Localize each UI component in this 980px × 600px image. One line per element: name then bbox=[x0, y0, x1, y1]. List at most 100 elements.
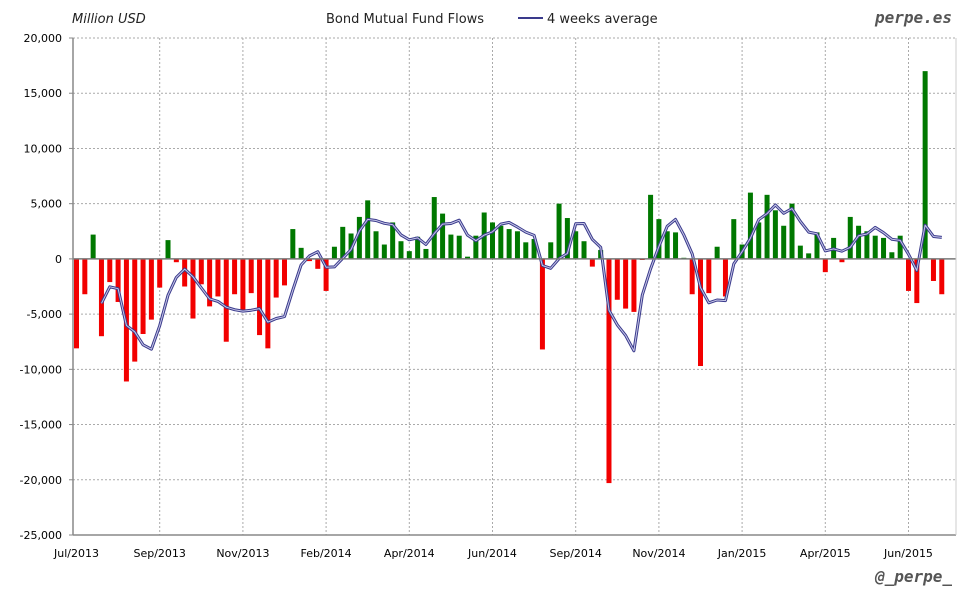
x-tick-label: Jul/2013 bbox=[53, 547, 99, 560]
inflow-bar bbox=[889, 252, 895, 259]
x-tick-label: Sep/2014 bbox=[549, 547, 601, 560]
inflow-bar bbox=[390, 222, 396, 259]
inflow-bar bbox=[673, 232, 679, 259]
inflow-bar bbox=[573, 231, 579, 259]
outflow-bar bbox=[82, 258, 88, 295]
y-tick-label: -5,000 bbox=[27, 308, 62, 321]
x-tick-label: Jun/2014 bbox=[467, 547, 517, 560]
inflow-bar bbox=[548, 242, 554, 259]
inflow-bar bbox=[165, 240, 171, 259]
legend-label: 4 weeks average bbox=[547, 12, 658, 27]
inflow-bar bbox=[381, 244, 387, 259]
handle-watermark: @_perpe_ bbox=[874, 567, 952, 586]
outflow-bar bbox=[706, 258, 712, 294]
outflow-bar bbox=[822, 258, 828, 273]
y-tick-label: -10,000 bbox=[20, 363, 62, 376]
outflow-bar bbox=[140, 258, 146, 334]
outflow-bar bbox=[98, 258, 104, 337]
outflow-bar bbox=[539, 258, 545, 350]
x-tick-label: Sep/2013 bbox=[133, 547, 185, 560]
inflow-bar bbox=[747, 192, 753, 259]
outflow-bar bbox=[273, 258, 279, 298]
outflow-bar bbox=[306, 258, 312, 262]
inflow-bar bbox=[781, 225, 787, 259]
outflow-bar bbox=[215, 258, 221, 297]
outflow-bar bbox=[232, 258, 238, 295]
outflow-bar bbox=[157, 258, 163, 288]
outflow-bar bbox=[265, 258, 271, 349]
y-tick-label: -15,000 bbox=[20, 419, 62, 432]
inflow-bar bbox=[415, 236, 421, 259]
outflow-bar bbox=[148, 258, 154, 320]
y-tick-label: -20,000 bbox=[20, 474, 62, 487]
outflow-bar bbox=[173, 258, 179, 263]
outflow-bar bbox=[698, 258, 703, 367]
site-watermark: perpe.es bbox=[874, 8, 952, 27]
x-tick-label: Apr/2015 bbox=[800, 547, 851, 560]
inflow-bar bbox=[789, 203, 795, 259]
inflow-bar bbox=[373, 231, 379, 259]
inflow-bar bbox=[431, 197, 437, 259]
outflow-bar bbox=[939, 258, 945, 295]
inflow-bar bbox=[514, 231, 520, 259]
inflow-bar bbox=[797, 245, 803, 259]
outflow-bar bbox=[257, 258, 263, 336]
x-tick-label: Nov/2013 bbox=[216, 547, 269, 560]
inflow-bar bbox=[456, 235, 462, 259]
outflow-bar bbox=[914, 258, 920, 304]
inflow-bar bbox=[664, 231, 670, 259]
inflow-bar bbox=[847, 216, 853, 259]
inflow-bar bbox=[731, 219, 737, 259]
outflow-bar bbox=[240, 258, 246, 312]
inflow-bar bbox=[290, 229, 296, 259]
inflow-bar bbox=[556, 203, 562, 259]
outflow-bar bbox=[198, 258, 204, 285]
inflow-bar bbox=[922, 71, 928, 259]
inflow-bar bbox=[897, 235, 903, 259]
x-tick-label: Jun/2015 bbox=[883, 547, 933, 560]
outflow-bar bbox=[248, 258, 254, 294]
y-tick-label: 15,000 bbox=[24, 87, 63, 100]
y-tick-label: 20,000 bbox=[24, 32, 63, 45]
inflow-bar bbox=[356, 216, 362, 259]
outflow-bar bbox=[107, 258, 113, 283]
outflow-bar bbox=[282, 258, 287, 286]
inflow-bar bbox=[298, 247, 304, 259]
inflow-bar bbox=[90, 234, 96, 259]
inflow-bar bbox=[806, 253, 812, 259]
outflow-bar bbox=[223, 258, 229, 342]
inflow-bar bbox=[498, 225, 504, 259]
x-tick-label: Apr/2014 bbox=[384, 547, 435, 560]
y-tick-label: -25,000 bbox=[20, 529, 62, 542]
outflow-bar bbox=[623, 258, 629, 309]
inflow-bar bbox=[465, 256, 471, 259]
inflow-bar bbox=[523, 242, 529, 259]
outflow-bar bbox=[722, 258, 728, 297]
inflow-bar bbox=[564, 218, 570, 259]
inflow-bar bbox=[490, 222, 495, 259]
x-tick-label: Jan/2015 bbox=[717, 547, 767, 560]
outflow-bar bbox=[190, 258, 196, 319]
inflow-bar bbox=[423, 248, 429, 259]
inflow-bar bbox=[406, 251, 412, 259]
chart-title: Bond Mutual Fund Flows bbox=[326, 12, 484, 27]
inflow-bar bbox=[581, 241, 587, 259]
inflow-bar bbox=[473, 235, 479, 259]
inflow-bar bbox=[340, 226, 346, 259]
inflow-bar bbox=[398, 241, 404, 259]
inflow-bar bbox=[756, 222, 762, 259]
inflow-bar bbox=[881, 237, 887, 259]
average-line-inner bbox=[101, 204, 942, 352]
outflow-bar bbox=[614, 258, 620, 300]
outflow-bar bbox=[315, 258, 321, 269]
inflow-bar bbox=[864, 231, 870, 259]
inflow-bar bbox=[331, 246, 337, 259]
inflow-bar bbox=[440, 213, 446, 259]
outflow-bar bbox=[606, 258, 612, 484]
outflow-bar bbox=[631, 258, 637, 312]
outflow-bar bbox=[74, 258, 79, 349]
inflow-bar bbox=[714, 246, 720, 259]
inflow-bar bbox=[648, 194, 654, 259]
y-tick-label: 10,000 bbox=[24, 142, 63, 155]
